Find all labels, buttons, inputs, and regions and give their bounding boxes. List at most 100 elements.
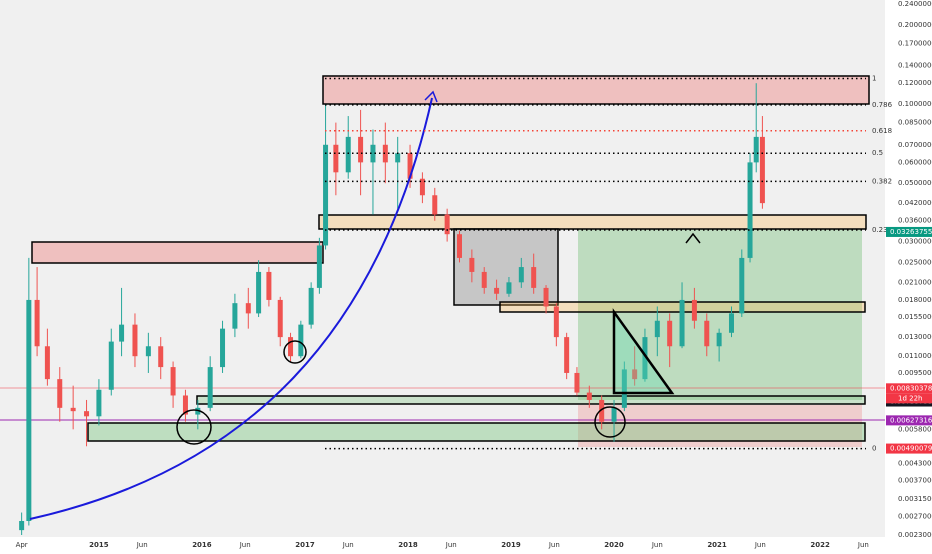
candle-body — [481, 271, 487, 288]
candle-body — [220, 328, 226, 368]
y-tick-label: 0.02100000 — [898, 278, 932, 286]
candle-body — [44, 346, 50, 380]
y-tick-label: 0.04200000 — [898, 199, 932, 207]
candle-body — [716, 332, 722, 347]
price-tag — [886, 226, 932, 237]
candle-body — [245, 303, 251, 314]
candle-body — [395, 153, 401, 163]
y-tick-label: 0.01550000 — [898, 313, 932, 321]
candle-body — [84, 411, 90, 417]
y-tick-label: 0.01800000 — [898, 296, 932, 304]
candle-body — [506, 282, 512, 294]
candle-body — [679, 299, 685, 347]
axes: 0.24000000 0.20000000 0.17000000 0.14000000… — [16, 0, 932, 549]
arrow — [685, 232, 701, 244]
overlay-drawings — [29, 90, 701, 520]
y-tick-label: 0.00230000 — [898, 531, 932, 539]
candle-body — [691, 299, 697, 321]
candle-body — [642, 337, 648, 380]
fib-label: 0.382 — [872, 177, 892, 185]
candle-body — [370, 144, 376, 163]
candle-body — [632, 369, 638, 380]
y-tick-label: 0.17000000 — [898, 39, 932, 47]
candle-body — [518, 267, 524, 283]
y-tick-label: 0.07000000 — [898, 141, 932, 149]
candle-body — [611, 407, 617, 422]
y-tick-label: 0.00370000 — [898, 477, 932, 485]
y-tick-label: 0.10000000 — [898, 100, 932, 108]
candle-body — [323, 144, 329, 246]
countdown-box — [886, 393, 932, 404]
circle — [594, 406, 626, 438]
candle-body — [145, 346, 151, 357]
candle-body — [407, 153, 413, 179]
candle-body — [277, 299, 283, 338]
candle-body — [553, 306, 559, 338]
curve-arrowhead — [424, 90, 438, 103]
y-tick-label: 0.08500000 — [898, 119, 932, 127]
x-tick-label: Jun — [651, 541, 663, 549]
candle-body — [704, 320, 710, 347]
x-tick-label: Apr — [16, 541, 28, 549]
price-tag-label: 0.00490079 — [890, 445, 932, 453]
fib-label: 0.786 — [872, 101, 893, 109]
time-axis-background — [0, 537, 885, 550]
candle-body — [298, 324, 304, 357]
candle-body — [195, 407, 201, 415]
x-tick-label: Jun — [445, 541, 457, 549]
x-tick-label: Jun — [754, 541, 766, 549]
candle-body — [207, 367, 213, 408]
y-tick-label: 0.20000000 — [898, 21, 932, 29]
x-tick-label: Jun — [548, 541, 560, 549]
x-tick-label: 2017 — [295, 541, 315, 549]
x-tick-label: Jun — [136, 541, 148, 549]
candle-body — [345, 136, 351, 173]
candle-body — [57, 379, 63, 408]
y-tick-label: 0.05000000 — [898, 179, 932, 187]
y-tick-label: 0.02500000 — [898, 258, 932, 266]
y-tick-label: 0.00580000 — [898, 425, 932, 433]
candle-body — [654, 320, 660, 338]
triangle — [612, 308, 675, 395]
support-box — [318, 214, 867, 230]
x-tick-label: Jun — [857, 541, 869, 549]
candle-body — [667, 320, 673, 347]
price-tag — [886, 443, 932, 454]
candle-body — [419, 178, 425, 196]
price-axis-background — [885, 0, 932, 550]
resistance-box — [31, 241, 324, 264]
y-tick-label: 0.03600000 — [898, 217, 932, 225]
candle-body — [333, 144, 339, 173]
loss-zone — [578, 405, 862, 447]
candle-body — [728, 313, 734, 333]
candle-body — [19, 520, 25, 531]
candle-body — [132, 324, 138, 357]
candle-body — [739, 257, 745, 314]
y-tick-label: 0.00950000 — [898, 369, 932, 377]
candle-body — [182, 395, 188, 415]
candle-body — [543, 287, 549, 307]
fibonacci: 1 0.786 0.618 0.5 0.382 0.236 0 — [325, 75, 893, 453]
support-box — [196, 395, 866, 405]
y-tick-label: 0.00270000 — [898, 513, 932, 521]
candle-body — [70, 407, 76, 412]
countdown: 1d 22h — [898, 394, 922, 402]
candle-body — [266, 271, 272, 300]
fib-label: 1 — [872, 75, 876, 83]
price-tag-label: 0.00830378 — [890, 384, 932, 392]
candle-body — [747, 162, 753, 258]
resistance-box — [322, 75, 870, 105]
candle-body — [586, 392, 592, 400]
circle — [283, 340, 307, 364]
candle-body — [759, 136, 765, 204]
x-tick-label: 2015 — [89, 541, 109, 549]
candle-body — [308, 287, 314, 325]
candle-body — [96, 389, 102, 417]
y-tick-label: 0.06000000 — [898, 158, 932, 166]
candle-body — [358, 136, 364, 163]
y-tick-label: 0.24000000 — [898, 0, 932, 8]
candles — [19, 83, 765, 535]
fib-label: 0.618 — [872, 127, 892, 135]
candle-body — [494, 287, 500, 294]
